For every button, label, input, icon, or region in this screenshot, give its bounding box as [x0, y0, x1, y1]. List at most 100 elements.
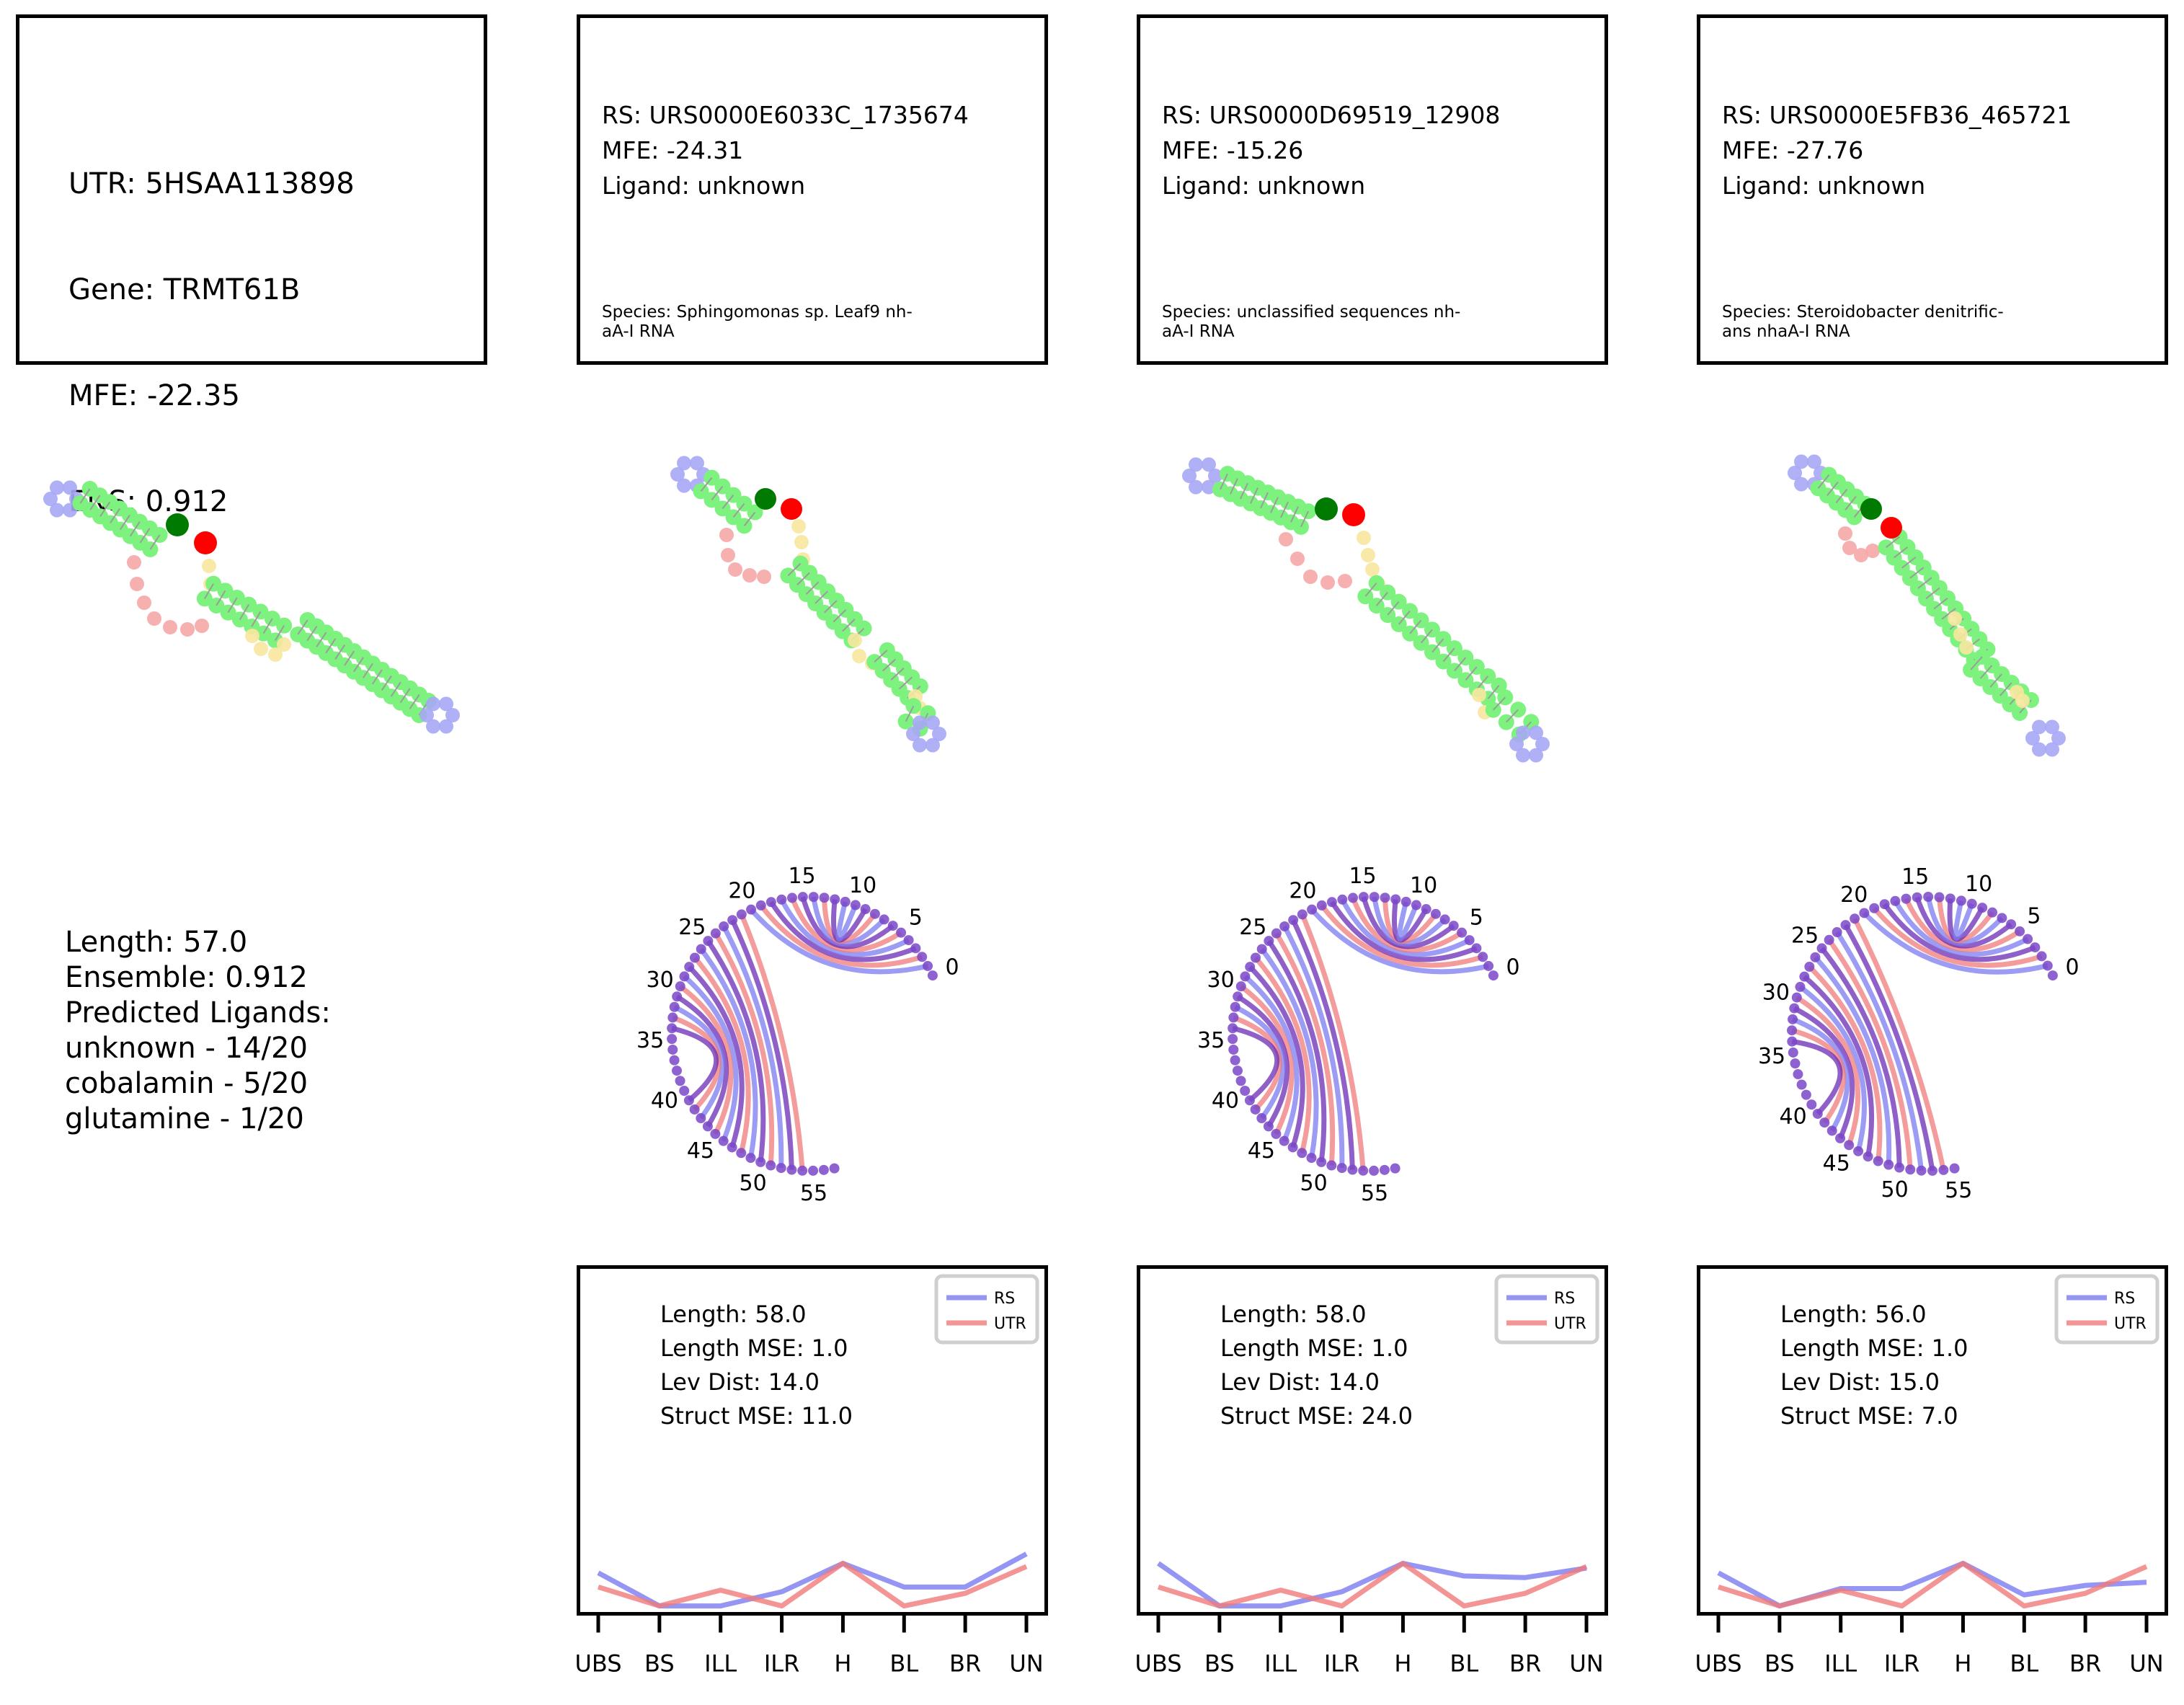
arc-diagram-1-node [702, 1121, 713, 1132]
arc-diagram-2-tick-label: 10 [1410, 873, 1437, 898]
arc-diagram-1-node [917, 952, 928, 962]
stem-node-pair [1999, 682, 2012, 696]
metric-length: Length: 58.0 [660, 1301, 807, 1328]
arc-diagram-3-node [1912, 892, 1922, 903]
structure-line-chart-1: UBS BS ILL ILR H BL BR UN RS UTR [574, 1265, 1048, 1678]
x-tick-label: UBS [1135, 1650, 1181, 1678]
arc-diagram-3-tick-label: 25 [1791, 924, 1819, 949]
metric-length-mse: Length MSE: 1.0 [660, 1334, 848, 1362]
arc-diagram-3-node [1923, 892, 1934, 903]
stem-node-pair [409, 694, 420, 709]
rs-info-box-1: RS: URS0000E6033C_1735674 MFE: -24.31 Li… [577, 14, 1048, 365]
stem-node-pair [110, 508, 121, 523]
stem-node-pair [129, 521, 141, 537]
arc-diagram-2-node [1240, 971, 1251, 982]
series-line-rs [1157, 1561, 1587, 1609]
rs-species-line: aA-I RNA [602, 322, 675, 341]
arc-diagram-2-pair-arc [1243, 974, 1300, 1142]
hairpin-loop-node [1189, 479, 1203, 495]
arc-diagram-2-node [1306, 1153, 1317, 1164]
bulge-node [719, 528, 734, 542]
hairpin-loop-node [445, 708, 460, 722]
hairpin-loop-node [1788, 466, 1802, 480]
x-tick-label: UN [1569, 1650, 1603, 1678]
arc-diagram-3-node [1869, 903, 1880, 913]
arc-diagram-2-node [1250, 1104, 1261, 1115]
arc-diagram-3-node [1997, 913, 2007, 924]
bulge-node [127, 555, 141, 570]
arc-diagram-2-node [1235, 1076, 1246, 1086]
arc-diagram-2-node [1240, 1085, 1251, 1096]
arc-diagram-2-node [1288, 915, 1299, 926]
arc-diagram-2-node [1390, 1163, 1400, 1174]
structure-line-chart-3: UBS BS ILL ILR H BL BR UN RS UTR [1695, 1265, 2168, 1678]
rs-metrics-text-2: Length: 58.0 Length MSE: 1.0 Lev Dist: 1… [1220, 1298, 1413, 1433]
stem-node-pair [1901, 557, 1917, 569]
hairpin-loop-node [426, 696, 440, 712]
utr-ensemble-label: Ensemble: 0.912 [65, 961, 308, 994]
arc-diagram-2-pair-arc [1232, 1025, 1280, 1102]
x-tick-label: ILL [1264, 1650, 1297, 1678]
arc-diagram-3-pair-arc [1953, 900, 1975, 942]
stem-node-pair [1933, 597, 1948, 610]
arc-diagram-3-node [2006, 919, 2017, 930]
arc-diagram-2-node [1348, 893, 1359, 903]
arc-diagram-2-node [1336, 1163, 1347, 1174]
stem-node-pair [1300, 510, 1309, 528]
stem-node-pair [251, 611, 262, 627]
arc-diagram-2-node [1316, 1156, 1327, 1167]
hairpin-loop-node [690, 456, 704, 471]
bulge-node [1320, 575, 1335, 590]
utr-mfe-label: MFE: -22.35 [68, 379, 240, 412]
metric-length-mse: Length MSE: 1.0 [1220, 1334, 1408, 1362]
utr-summary-text: Length: 57.0 Ensemble: 0.912 Predicted L… [65, 925, 331, 1137]
internal-loop-node [794, 535, 809, 549]
arc-diagram-3-node [1938, 1164, 1949, 1175]
arc-diagram-3-tick-label: 20 [1840, 882, 1868, 908]
arc-diagram-2-node [1337, 894, 1348, 905]
internal-loop-node [1953, 627, 1968, 642]
stem-node-pair [1250, 487, 1259, 504]
arc-diagram-1-node [719, 921, 729, 931]
arc-diagram-2-node [1250, 952, 1261, 963]
arc-diagram-3-node [1816, 943, 1827, 954]
arc-diagram-2-node [1230, 1001, 1240, 1012]
arc-diagram-2-node [1369, 1165, 1380, 1176]
stem-node-pair [882, 658, 897, 672]
arc-diagram-2-node [1369, 892, 1380, 903]
internal-loop-node [277, 637, 291, 652]
arc-diagram-1-tick-label: 10 [849, 873, 876, 898]
arc-diagram-2-node [1256, 1113, 1267, 1124]
arc-diagram-2-pair-arc [1253, 956, 1312, 1154]
hairpin-loop-node [677, 456, 691, 471]
bulge-node [1865, 544, 1880, 558]
hairpin-loop-node [932, 727, 946, 741]
hairpin-loop-node [1794, 454, 1808, 469]
arc-diagram-2-pair-arc [1259, 947, 1319, 1159]
arc-diagram-3-node [2036, 951, 2047, 962]
arc-diagram-1-pair-arc [687, 965, 745, 1148]
arc-diagram-3-node [1873, 1156, 1883, 1166]
arc-diagram-1-node [765, 897, 776, 908]
stem-node-pair [905, 705, 915, 722]
rs-mfe-label: MFE: -27.76 [1722, 136, 1864, 164]
rs-mfe-label: MFE: -15.26 [1162, 136, 1304, 164]
arc-diagram-2-node [1297, 1148, 1308, 1159]
legend-box [934, 1274, 1039, 1345]
stem-node-pair [1909, 567, 1925, 579]
legend-label: RS [994, 1290, 1015, 1308]
arc-diagram-1-node [679, 1085, 690, 1096]
hairpin-loop-node [2032, 742, 2046, 757]
arc-diagram-1-node [718, 1135, 729, 1146]
bulge-node [1838, 526, 1852, 541]
arc-diagram-3-pair-arc [1882, 903, 2036, 962]
arc-diagram-3-pair-arc [1803, 975, 1875, 1157]
stem-node-pair [139, 528, 151, 544]
ligand-prediction-item: unknown - 14/20 [65, 1032, 308, 1065]
chart-frame [1697, 1265, 2168, 1616]
metric-lev-dist: Lev Dist: 15.0 [1780, 1368, 1940, 1396]
arc-diagram-2-node [1263, 1121, 1274, 1132]
rs-species-text-1: Species: Sphingomonas sp. Leaf9 nh- aA-I… [602, 303, 913, 342]
arc-diagram-1-tick-label: 50 [740, 1171, 767, 1196]
rs-ligand-label: Ligand: unknown [1162, 172, 1366, 200]
